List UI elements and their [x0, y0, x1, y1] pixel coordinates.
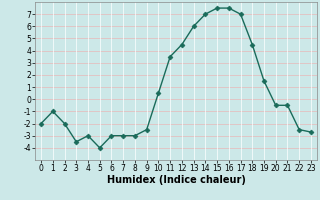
X-axis label: Humidex (Indice chaleur): Humidex (Indice chaleur): [107, 175, 245, 185]
